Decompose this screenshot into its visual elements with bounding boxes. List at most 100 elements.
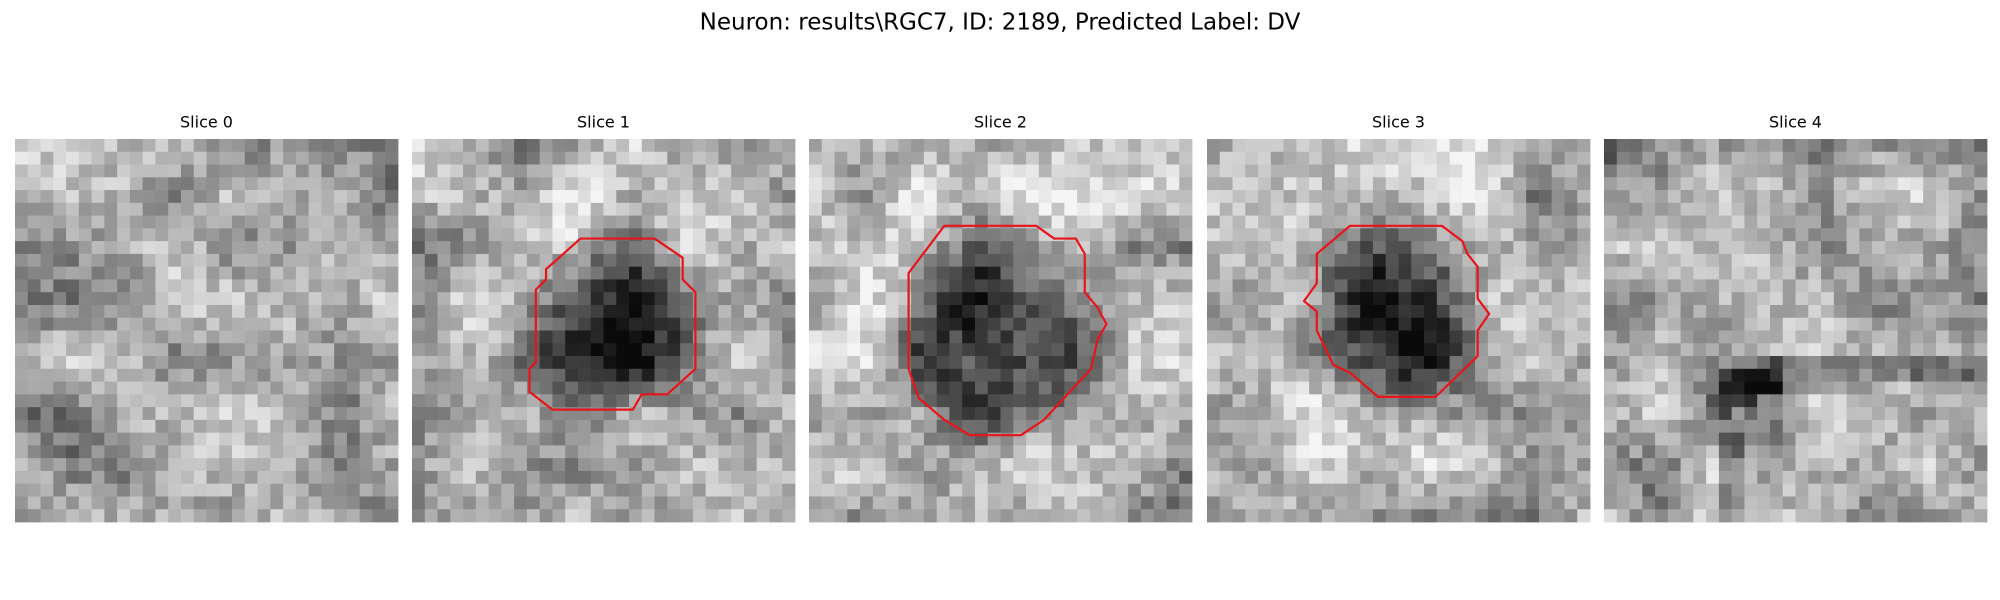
pixel — [488, 381, 502, 395]
pixel — [1897, 228, 1911, 242]
pixel — [1513, 241, 1527, 255]
pixel — [1564, 458, 1578, 472]
pixel — [450, 228, 464, 242]
pixel — [270, 266, 284, 280]
pixel — [359, 228, 373, 242]
pixel — [1296, 483, 1310, 497]
pixel — [1258, 253, 1272, 268]
pixel — [1321, 241, 1336, 255]
pixel — [475, 304, 489, 319]
pixel — [117, 304, 131, 319]
pixel — [193, 419, 207, 434]
pixel — [1500, 458, 1514, 472]
pixel — [565, 151, 579, 165]
pixel — [321, 139, 335, 153]
pixel — [1564, 509, 1578, 523]
pixel — [1935, 253, 1950, 268]
pixel — [1128, 381, 1142, 395]
pixel — [1757, 292, 1771, 306]
pixel — [1411, 419, 1425, 434]
pixel — [219, 215, 233, 229]
pixel — [437, 470, 451, 485]
pixel — [1385, 356, 1399, 370]
pixel — [565, 394, 579, 408]
pixel — [603, 190, 617, 204]
pixel — [1115, 330, 1129, 344]
pixel — [1782, 509, 1796, 523]
pixel — [769, 432, 783, 446]
pixel — [1872, 432, 1886, 446]
pixel — [1258, 266, 1272, 280]
pixel — [1935, 330, 1950, 344]
pixel — [155, 330, 169, 344]
pixel — [104, 368, 118, 382]
pixel — [1207, 330, 1221, 344]
pixel — [1321, 304, 1336, 319]
pixel — [667, 432, 681, 446]
pixel — [488, 151, 502, 165]
pixel — [1462, 356, 1476, 370]
pixel — [1808, 266, 1822, 280]
pixel — [1089, 151, 1104, 165]
pixel — [1360, 241, 1374, 255]
pixel — [104, 407, 118, 421]
pixel — [295, 330, 310, 344]
pixel — [923, 356, 938, 370]
pixel — [334, 483, 348, 497]
pixel — [1577, 330, 1591, 344]
pixel — [514, 279, 528, 293]
pixel — [501, 509, 515, 523]
pixel — [603, 483, 617, 497]
pixel — [577, 394, 592, 408]
pixel — [641, 304, 655, 319]
pixel — [949, 343, 963, 357]
pixel — [1038, 394, 1052, 408]
pixel — [885, 470, 899, 485]
pixel — [949, 509, 963, 523]
pixel — [1232, 253, 1246, 268]
pixel — [1026, 317, 1040, 331]
pixel — [743, 292, 758, 306]
pixel — [1026, 292, 1040, 306]
pixel — [1283, 407, 1297, 421]
pixel — [1179, 470, 1193, 485]
pixel — [565, 266, 579, 280]
pixel — [1782, 190, 1796, 204]
pixel — [1680, 330, 1694, 344]
pixel — [1436, 151, 1450, 165]
pixel — [987, 445, 1001, 459]
pixel — [936, 419, 950, 434]
pixel — [1179, 343, 1193, 357]
pixel — [155, 381, 169, 395]
pixel — [1538, 279, 1553, 293]
pixel — [78, 292, 92, 306]
pixel — [1680, 228, 1694, 242]
pixel — [283, 356, 297, 370]
pixel — [1731, 419, 1745, 434]
pixel — [1577, 215, 1591, 229]
pixel — [1821, 458, 1835, 472]
pixel — [270, 470, 284, 485]
pixel — [1821, 470, 1835, 485]
pixel — [385, 483, 399, 497]
pixel — [66, 292, 80, 306]
pixel — [1258, 330, 1272, 344]
pixel — [1655, 164, 1669, 178]
pixel — [898, 241, 912, 255]
pixel — [1207, 253, 1221, 268]
pixel — [1884, 419, 1899, 434]
pixel — [1782, 343, 1796, 357]
pixel — [809, 292, 823, 306]
pixel — [1564, 151, 1578, 165]
pixel — [1577, 151, 1591, 165]
pixel — [1629, 164, 1643, 178]
pixel — [629, 253, 643, 268]
pixel — [1577, 177, 1591, 191]
pixel — [526, 407, 541, 421]
pixel — [1935, 356, 1950, 370]
pixel — [1102, 330, 1116, 344]
pixel — [1334, 330, 1348, 344]
pixel — [1449, 470, 1463, 485]
pixel — [180, 509, 195, 523]
pixel — [1513, 139, 1527, 153]
